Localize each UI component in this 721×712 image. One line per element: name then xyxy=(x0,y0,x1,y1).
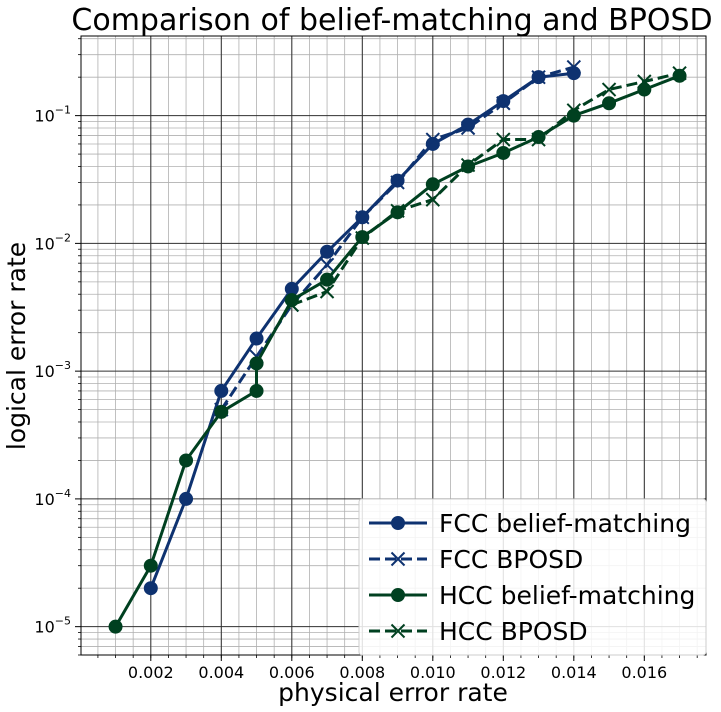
legend-marker xyxy=(391,588,405,602)
data-point xyxy=(425,132,441,147)
legend-label: HCC belief-matching xyxy=(439,581,695,610)
data-point xyxy=(602,96,617,111)
y-axis-label: logical error rate xyxy=(2,242,31,450)
x-tick-label: 0.010 xyxy=(410,663,456,682)
data-point xyxy=(460,157,476,173)
legend-label: FCC belief-matching xyxy=(439,509,691,538)
data-point xyxy=(319,284,335,299)
chart-title: Comparison of belief-matching and BPOSD xyxy=(71,3,712,38)
y-tick-label: 10−3 xyxy=(34,359,71,381)
data-point xyxy=(531,69,546,85)
data-point xyxy=(284,297,300,313)
x-tick-label: 0.004 xyxy=(198,663,244,682)
data-point xyxy=(108,619,123,634)
x-tick-label: 0.014 xyxy=(551,663,597,682)
data-point xyxy=(390,175,405,190)
data-point xyxy=(355,230,370,246)
data-point xyxy=(637,74,652,89)
y-tick-label: 10−4 xyxy=(34,487,71,509)
data-point xyxy=(320,272,335,287)
legend-label: HCC BPOSD xyxy=(439,617,588,646)
data-point xyxy=(496,132,511,147)
x-tick-label: 0.006 xyxy=(269,663,315,682)
series-3 xyxy=(284,65,687,313)
data-point xyxy=(143,581,158,596)
y-tick-label: 10−2 xyxy=(34,231,71,253)
data-point xyxy=(496,96,511,111)
x-tick-label: 0.008 xyxy=(339,663,385,682)
plot-area xyxy=(108,59,687,634)
series-line xyxy=(291,71,680,307)
data-point xyxy=(425,136,440,151)
data-point xyxy=(355,210,370,225)
data-point xyxy=(425,177,440,192)
axis-ticks: 0.002 0.004 0.006 0.008 0.010 0.012 0.014 0.016… xyxy=(34,38,698,682)
data-point xyxy=(214,383,229,398)
data-point xyxy=(390,203,405,218)
data-point xyxy=(214,404,229,419)
data-point xyxy=(179,453,194,468)
data-point xyxy=(249,383,264,398)
legend-label: FCC BPOSD xyxy=(439,545,583,574)
legend-marker xyxy=(390,551,406,567)
data-point xyxy=(179,491,194,506)
data-point xyxy=(249,356,264,371)
data-point xyxy=(319,257,335,272)
data-point xyxy=(672,65,687,81)
x-tick-label: 0.002 xyxy=(128,663,174,682)
data-point xyxy=(249,331,264,346)
data-point xyxy=(531,130,546,145)
data-point xyxy=(460,120,476,136)
legend-marker xyxy=(391,516,405,530)
legend-marker xyxy=(390,623,406,639)
data-point xyxy=(566,103,582,118)
data-point xyxy=(320,244,335,259)
data-point xyxy=(531,132,546,147)
data-point xyxy=(566,59,582,75)
data-point xyxy=(601,82,617,97)
x-axis-label: physical error rate xyxy=(278,678,508,707)
data-point xyxy=(425,192,441,207)
series-2 xyxy=(108,68,687,634)
x-tick-label: 0.016 xyxy=(621,663,667,682)
legend-box xyxy=(358,498,707,656)
data-point xyxy=(637,82,652,97)
data-point xyxy=(496,145,511,160)
y-tick-label: 10−5 xyxy=(34,615,71,637)
data-point xyxy=(143,558,158,573)
legend: FCC belief-matching FCC BPOSD HCC belief-m… xyxy=(358,498,707,656)
x-tick-label: 0.012 xyxy=(480,663,526,682)
y-tick-label: 10−1 xyxy=(34,104,71,126)
